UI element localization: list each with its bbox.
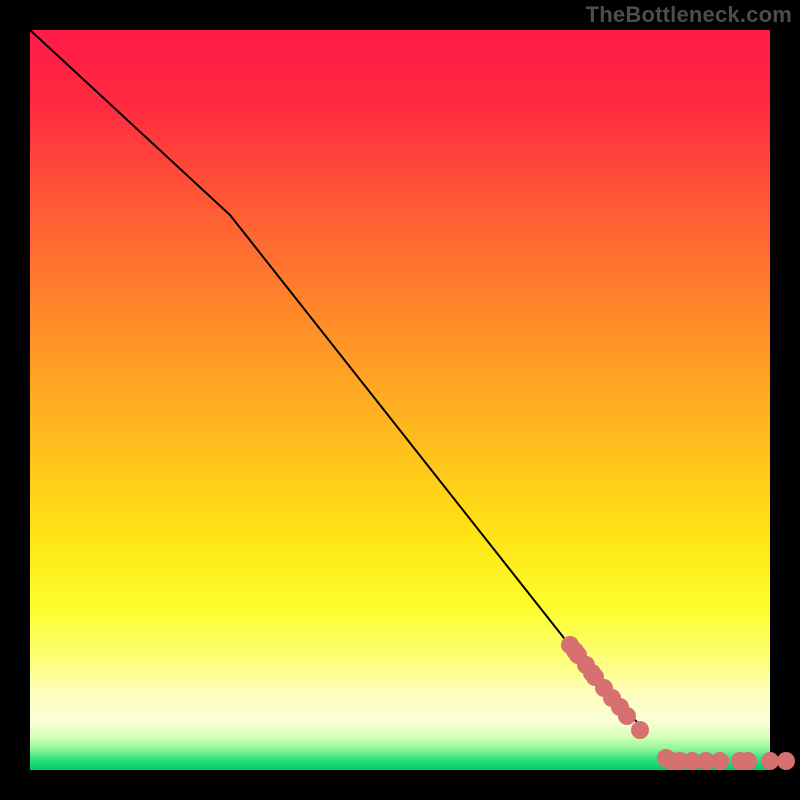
chart-svg	[0, 0, 800, 800]
scatter-point	[711, 752, 729, 770]
scatter-point	[631, 721, 649, 739]
scatter-point	[739, 752, 757, 770]
scatter-point	[777, 752, 795, 770]
gradient-background	[30, 30, 770, 770]
watermark-label: TheBottleneck.com	[586, 2, 792, 28]
scatter-point	[761, 752, 779, 770]
scatter-point	[618, 707, 636, 725]
scatter-point	[566, 642, 584, 660]
scatter-point	[583, 664, 601, 682]
chart-container: { "watermark_text": "TheBottleneck.com",…	[0, 0, 800, 800]
